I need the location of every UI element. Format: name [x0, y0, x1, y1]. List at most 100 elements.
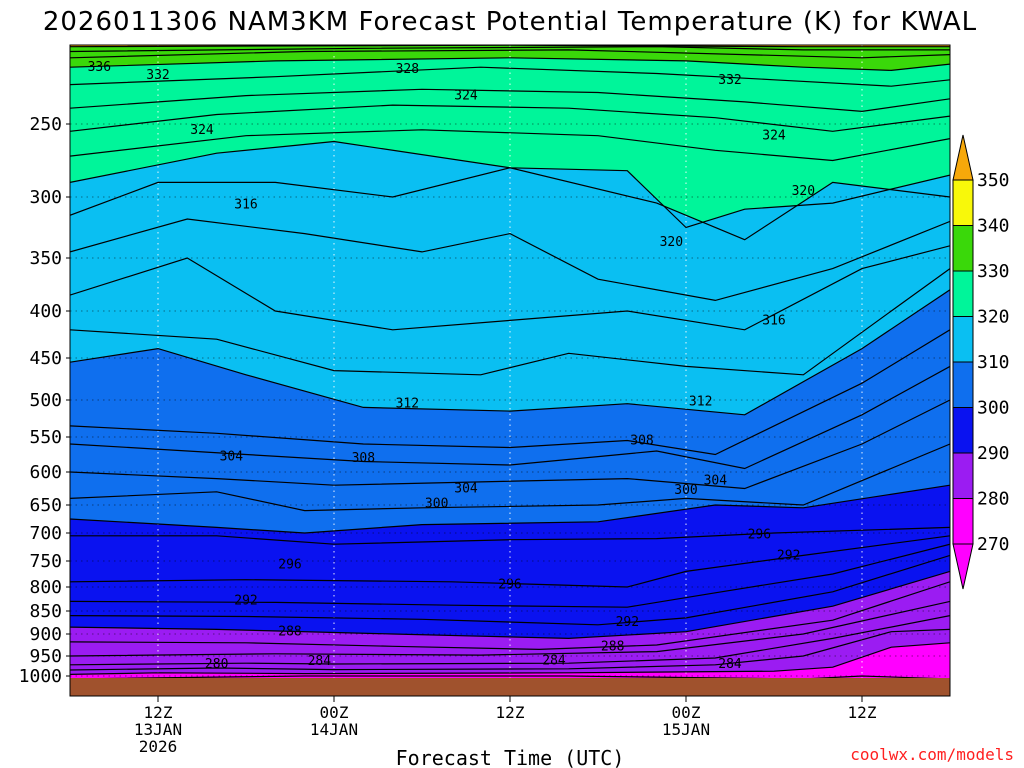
contour-label: 316 [762, 313, 785, 328]
isentrope-290 [70, 570, 950, 640]
colorbar-under-arrow [952, 543, 974, 590]
colorbar-swatch [952, 361, 974, 408]
colorbar-swatch [952, 498, 974, 545]
contour-label: 292 [234, 593, 257, 608]
contour-label: 312 [396, 397, 419, 412]
contour-label: 296 [748, 528, 771, 543]
isentrope-324 [70, 104, 950, 132]
colorbar-label: 310 [977, 352, 1010, 373]
contour-label: 304 [454, 482, 478, 497]
isentrope-316 [70, 218, 950, 302]
y-tick-label: 950 [29, 646, 62, 667]
isentrope-312 [70, 268, 950, 376]
x-tick-label: 00Z [672, 703, 701, 722]
contour-label: 312 [689, 394, 712, 409]
isentrope-300 [70, 484, 950, 534]
colorbar: 350 340 330 320 310 300 290 280 270 [952, 134, 1010, 590]
isentrope-314 [70, 245, 950, 331]
colorbar-swatch [952, 179, 974, 226]
isentrope-280 [70, 642, 950, 675]
y-tick-label: 500 [29, 390, 62, 411]
y-tick-label: 900 [29, 624, 62, 645]
contour-label: 288 [601, 639, 624, 654]
isentrope-282 [70, 628, 950, 671]
y-tick-label: 350 [29, 248, 62, 269]
colorbar-label: 340 [977, 216, 1010, 237]
contour-label: 332 [718, 73, 741, 88]
isentrope-334 [70, 46, 950, 53]
contour-label: 324 [454, 89, 478, 104]
y-tick-label: 750 [29, 551, 62, 572]
colorbar-label: 350 [977, 170, 1010, 191]
y-axis: 2503003504004505005506006507007508008509… [19, 114, 70, 687]
y-tick-label: 600 [29, 462, 62, 483]
colorbar-swatch [952, 270, 974, 317]
isentrope-contours [70, 45, 950, 689]
contour-label: 308 [630, 434, 653, 449]
isentrope-308 [70, 329, 950, 456]
colorbar-swatch [952, 407, 974, 454]
isentrope-306 [70, 365, 950, 470]
isentrope-304 [70, 399, 950, 490]
contour-label: 304 [704, 474, 728, 489]
isentrope-288 [70, 581, 950, 651]
isentrope-336 [70, 45, 950, 48]
contour-label: 300 [674, 483, 697, 498]
y-tick-label: 650 [29, 495, 62, 516]
colorbar-label: 280 [977, 489, 1010, 510]
colorbar-over-arrow [952, 134, 974, 181]
y-tick-label: 850 [29, 601, 62, 622]
isentrope-322 [70, 129, 950, 162]
contour-label: 284 [718, 657, 742, 672]
y-tick-label: 1000 [19, 666, 62, 687]
isentrope-328 [70, 66, 950, 87]
isentrope-286 [70, 600, 950, 657]
chart-title: 2026011306 NAM3KM Forecast Potential Tem… [43, 7, 977, 37]
contour-label: 324 [190, 123, 214, 138]
terrain-band [70, 678, 950, 696]
y-tick-label: 450 [29, 348, 62, 369]
y-tick-label: 700 [29, 523, 62, 544]
contour-label: 332 [146, 68, 169, 83]
y-tick-label: 300 [29, 187, 62, 208]
isentrope-310 [70, 289, 950, 416]
contour-label: 284 [308, 654, 332, 669]
isentrope-320 [70, 140, 950, 229]
isentrope-302 [70, 443, 950, 512]
x-tick-label: 12Z [496, 703, 525, 722]
isentrope-284 [70, 615, 950, 666]
contour-label: 288 [278, 625, 301, 640]
plot-area: 336 332 328 332 324 324 324 320 320 316 316 312 312 3… [69, 44, 951, 697]
colorbar-swatch [952, 225, 974, 272]
colorbar-swatch [952, 452, 974, 499]
terrain-surface [70, 678, 950, 696]
isentrope-296 [70, 535, 950, 588]
contour-label: 296 [498, 577, 521, 592]
y-tick-label: 400 [29, 301, 62, 322]
isentrope-292 [70, 554, 950, 626]
y-tick-label: 550 [29, 427, 62, 448]
contour-label: 292 [777, 548, 800, 563]
contour-labels: 336 332 328 332 324 324 324 320 320 316 316 312 312 3… [88, 60, 815, 672]
x-tick-label: 12Z [144, 703, 173, 722]
credit-link[interactable]: coolwx.com/models [850, 745, 1014, 764]
contour-label: 296 [278, 558, 301, 573]
y-tick-label: 250 [29, 114, 62, 135]
isentrope-294 [70, 543, 950, 608]
y-tick-label: 800 [29, 577, 62, 598]
colorbar-label: 330 [977, 261, 1010, 282]
contour-label: 308 [352, 451, 375, 466]
isentrope-298 [70, 526, 950, 545]
isentrope-326 [70, 88, 950, 113]
contour-label: 320 [660, 235, 683, 250]
colorbar-swatch [952, 316, 974, 363]
isentrope-278 [70, 675, 950, 680]
colorbar-label: 270 [977, 534, 1010, 555]
contour-label: 316 [234, 197, 257, 212]
potential-temperature-fills [70, 45, 950, 696]
x-tick-label: 00Z [320, 703, 349, 722]
x-tick-label: 2026 [139, 737, 178, 756]
isentrope-330 [70, 57, 950, 72]
